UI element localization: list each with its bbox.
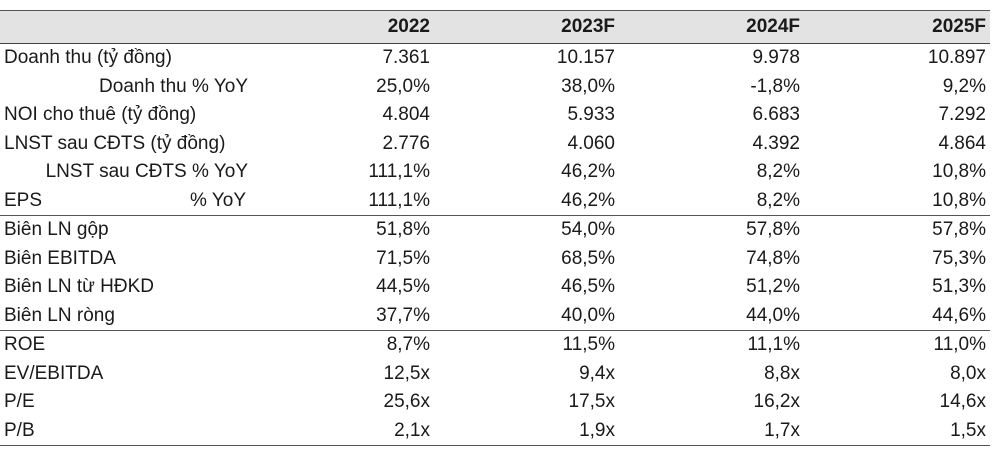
- cell-value: 11,5%: [434, 330, 619, 360]
- cell-value: 10.897: [927, 47, 986, 69]
- cell-value: 71,5%: [376, 247, 430, 269]
- cell-value: 14,6x: [939, 391, 986, 413]
- table-row: NOI cho thuê (tỷ đồng) 4.804 5.933 6.683…: [0, 101, 990, 130]
- row-label: P/B: [0, 416, 252, 446]
- row-label: EV/EBITDA: [4, 362, 104, 384]
- row-label: Biên LN ròng: [4, 304, 115, 326]
- cell-value: 9,2%: [942, 75, 986, 97]
- cell-value: 11,0%: [804, 330, 990, 360]
- cell-value: 54,0%: [434, 215, 619, 245]
- cell-value: 1,9x: [434, 416, 619, 446]
- cell-value: 111,1%: [368, 161, 430, 183]
- header-year-2023f: 2023F: [434, 10, 619, 44]
- cell-value: 44,5%: [376, 276, 430, 298]
- row-label: Doanh thu % YoY: [99, 75, 248, 97]
- table-row: Biên LN ròng 37,7% 40,0% 44,0% 44,6%: [0, 302, 990, 331]
- cell-value: 25,6x: [383, 391, 430, 413]
- cell-value: 57,8%: [619, 215, 804, 245]
- cell-value: 4.392: [752, 132, 800, 154]
- table-row: Doanh thu % YoY 25,0% 38,0% -1,8% 9,2%: [0, 73, 990, 102]
- cell-value: 8,2%: [756, 189, 800, 211]
- cell-value: 10,8%: [932, 161, 986, 183]
- row-label-eps: EPS % YoY: [0, 187, 252, 216]
- cell-value: 17,5x: [568, 391, 615, 413]
- cell-value: 40,0%: [561, 304, 615, 326]
- cell-value: 38,0%: [561, 75, 615, 97]
- row-label: Biên LN gộp: [0, 215, 252, 245]
- cell-value: 51,8%: [252, 215, 434, 245]
- header-year-2022: 2022: [252, 10, 434, 44]
- row-label: NOI cho thuê (tỷ đồng): [4, 104, 197, 126]
- cell-value: 8,7%: [252, 330, 434, 360]
- cell-value: 46,5%: [561, 276, 615, 298]
- cell-value: 44,0%: [746, 304, 800, 326]
- cell-value: 2.776: [382, 132, 430, 154]
- cell-value: 16,2x: [753, 391, 800, 413]
- table-row: EV/EBITDA 12,5x 9,4x 8,8x 8,0x: [0, 360, 990, 389]
- cell-value: 4.060: [567, 132, 615, 154]
- table-row: P/E 25,6x 17,5x 16,2x 14,6x: [0, 388, 990, 417]
- row-label: ROE: [0, 330, 252, 360]
- header-label-cell: [0, 10, 252, 44]
- cell-value: 8,0x: [950, 362, 986, 384]
- cell-value: 75,3%: [932, 247, 986, 269]
- cell-value: 2,1x: [252, 416, 434, 446]
- cell-value: 5.933: [567, 104, 615, 126]
- table-row: LNST sau CĐTS (tỷ đồng) 2.776 4.060 4.39…: [0, 130, 990, 159]
- cell-value: 9.978: [752, 47, 800, 69]
- cell-value: 4.804: [382, 104, 430, 126]
- cell-value: 4.864: [938, 132, 986, 154]
- table-row: Biên LN gộp 51,8% 54,0% 57,8% 57,8%: [0, 215, 990, 245]
- cell-value: 8,2%: [756, 161, 800, 183]
- cell-value: 74,8%: [746, 247, 800, 269]
- row-label: Biên LN từ HĐKD: [4, 276, 154, 298]
- cell-value: 111,1%: [368, 189, 430, 211]
- cell-value: 11,1%: [619, 330, 804, 360]
- cell-value: 68,5%: [561, 247, 615, 269]
- cell-value: 46,2%: [561, 161, 615, 183]
- table-row: Biên LN từ HĐKD 44,5% 46,5% 51,2% 51,3%: [0, 273, 990, 302]
- cell-value: -1,8%: [750, 75, 800, 97]
- row-sublabel: % YoY: [190, 189, 246, 211]
- table-row: Biên EBITDA 71,5% 68,5% 74,8% 75,3%: [0, 245, 990, 274]
- cell-value: 51,2%: [746, 276, 800, 298]
- cell-value: 1,5x: [804, 416, 990, 446]
- cell-value: 10,8%: [932, 189, 986, 211]
- row-label: Biên EBITDA: [4, 247, 116, 269]
- cell-value: 7.292: [938, 104, 986, 126]
- table-row: P/B 2,1x 1,9x 1,7x 1,5x: [0, 416, 990, 446]
- row-label: LNST sau CĐTS (tỷ đồng): [4, 132, 226, 154]
- financial-forecast-table: 2022 2023F 2024F 2025F Doanh thu (tỷ đồn…: [0, 10, 990, 446]
- cell-value: 12,5x: [383, 362, 430, 384]
- row-label: LNST sau CĐTS % YoY: [45, 161, 248, 183]
- cell-value: 25,0%: [376, 75, 430, 97]
- cell-value: 8,8x: [764, 362, 800, 384]
- cell-value: 57,8%: [804, 215, 990, 245]
- table-row: Doanh thu (tỷ đồng) 7.361 10.157 9.978 1…: [0, 44, 990, 73]
- cell-value: 37,7%: [376, 304, 430, 326]
- table-row: EPS % YoY 111,1% 46,2% 8,2% 10,8%: [0, 187, 990, 216]
- cell-value: 6.683: [752, 104, 800, 126]
- row-label: Doanh thu (tỷ đồng): [4, 47, 172, 69]
- header-year-2024f: 2024F: [619, 10, 804, 44]
- table-header-row: 2022 2023F 2024F 2025F: [0, 10, 990, 44]
- cell-value: 7.361: [382, 47, 430, 69]
- table-row: ROE 8,7% 11,5% 11,1% 11,0%: [0, 330, 990, 360]
- cell-value: 10.157: [556, 47, 615, 69]
- table-row: LNST sau CĐTS % YoY 111,1% 46,2% 8,2% 10…: [0, 158, 990, 187]
- cell-value: 44,6%: [932, 304, 986, 326]
- row-label: P/E: [4, 391, 35, 413]
- cell-value: 46,2%: [561, 189, 615, 211]
- cell-value: 51,3%: [932, 276, 986, 298]
- header-year-2025f: 2025F: [804, 10, 990, 44]
- cell-value: 9,4x: [579, 362, 615, 384]
- cell-value: 1,7x: [619, 416, 804, 446]
- row-label: EPS: [4, 189, 43, 211]
